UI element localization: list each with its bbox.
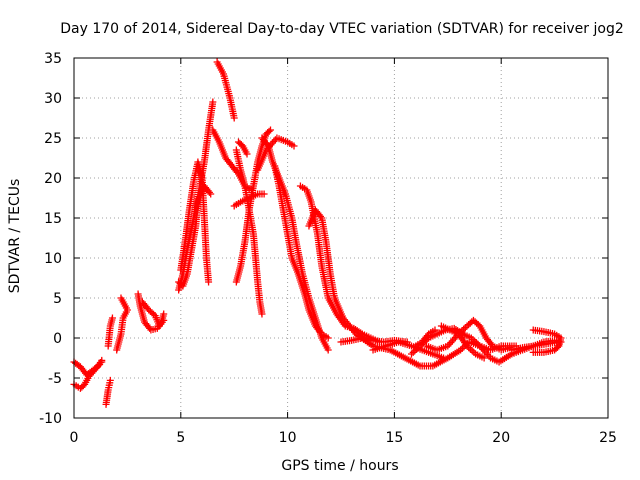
series-p — [234, 138, 251, 158]
data-point-marker — [98, 356, 106, 364]
y-tick-label: 25 — [44, 131, 62, 147]
series-j — [175, 182, 215, 290]
x-tick-label: 0 — [70, 430, 79, 446]
series-e — [113, 294, 131, 354]
tick-layer: 0 5 10 15 20 25 -10 -5 0 5 10 15 20 25 30 35 — [39, 51, 617, 446]
chart-title: Day 170 of 2014, Sidereal Day-to-day VTE… — [60, 21, 623, 37]
plot-frame — [73, 57, 609, 419]
series-f — [134, 290, 168, 334]
data-point-marker — [160, 316, 168, 324]
data-point-marker — [324, 346, 332, 354]
data-point-marker — [258, 310, 266, 318]
x-tick-label: 15 — [385, 430, 403, 446]
data-point-marker — [529, 348, 537, 356]
series-l — [209, 126, 255, 194]
y-tick-label: 20 — [44, 171, 62, 187]
data-point-marker — [207, 190, 215, 198]
y-tick-label: -5 — [48, 371, 62, 387]
y-tick-label: 30 — [44, 91, 62, 107]
series-n — [232, 146, 266, 318]
data-point-marker — [290, 142, 298, 150]
data-point-marker — [209, 98, 217, 106]
series-k — [213, 58, 238, 122]
y-tick-label: 35 — [44, 51, 62, 67]
series-i — [177, 158, 213, 286]
x-tick-label: 20 — [492, 430, 510, 446]
data-point-marker — [117, 294, 125, 302]
y-tick-label: 0 — [53, 331, 62, 347]
y-tick-label: 10 — [44, 251, 62, 267]
series-y — [422, 316, 514, 354]
series-q — [254, 134, 298, 174]
y-tick-label: 15 — [44, 211, 62, 227]
y-tick-label: -10 — [39, 411, 62, 427]
data-point-marker — [316, 212, 324, 220]
series-w — [369, 338, 448, 362]
data-point-marker — [205, 188, 213, 196]
grid-layer — [74, 58, 608, 418]
series-r — [258, 134, 332, 354]
y-tick-label: 5 — [53, 291, 62, 307]
series-b — [70, 356, 106, 392]
series-c — [102, 376, 114, 408]
data-layer — [70, 58, 565, 408]
data-point-marker — [265, 127, 273, 135]
data-point-marker — [108, 314, 116, 322]
y-axis-label: SDTVAR / TECUs — [7, 179, 23, 294]
series-u — [305, 206, 563, 370]
series-g — [138, 298, 168, 330]
data-point-marker — [267, 126, 275, 134]
data-point-marker — [106, 376, 114, 384]
data-point-marker — [160, 310, 168, 318]
series-t — [296, 182, 383, 346]
series-s — [271, 162, 332, 342]
data-point-marker — [260, 190, 268, 198]
x-axis-label: GPS time / hours — [281, 458, 398, 474]
data-point-marker — [230, 114, 238, 122]
data-point-marker — [468, 347, 476, 355]
data-point-marker — [243, 150, 251, 158]
data-point-marker — [324, 334, 332, 342]
x-tick-label: 25 — [599, 430, 617, 446]
data-point-marker — [480, 354, 488, 362]
data-point-marker — [205, 278, 213, 286]
data-point-marker — [407, 350, 415, 358]
x-tick-label: 10 — [279, 430, 297, 446]
data-point-marker — [431, 326, 439, 334]
data-point-marker — [440, 354, 448, 362]
data-point-marker — [263, 140, 271, 148]
data-point-marker — [92, 364, 100, 372]
x-tick-label: 5 — [176, 430, 185, 446]
series-bb — [529, 326, 565, 356]
data-point-marker — [552, 345, 560, 353]
series-z — [437, 322, 488, 362]
series-aa — [508, 336, 565, 354]
series-cc — [412, 326, 439, 350]
series-d — [104, 314, 116, 350]
